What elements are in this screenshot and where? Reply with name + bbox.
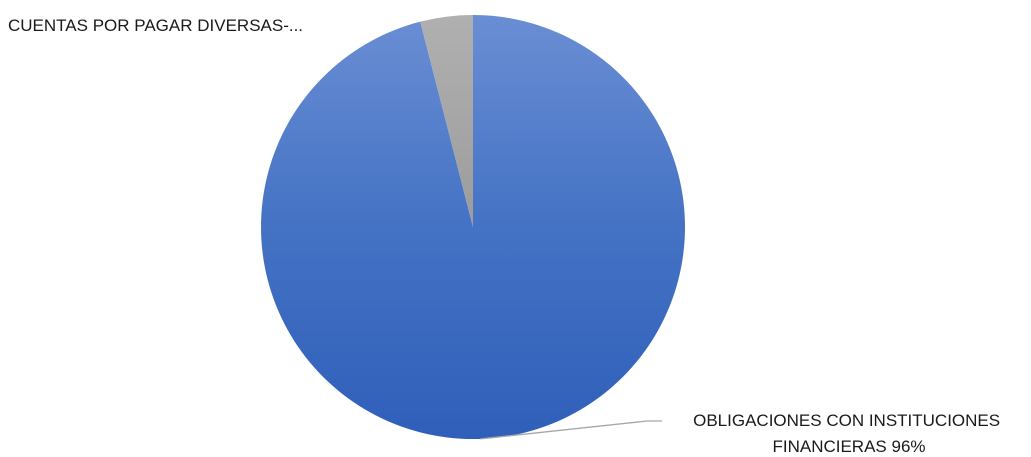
data-label-obligaciones-line-2: FINANCIERAS 96% bbox=[772, 437, 925, 456]
data-label-cuentas-por-pagar: CUENTAS POR PAGAR DIVERSAS-... bbox=[8, 16, 303, 35]
leader-line-obligaciones bbox=[480, 420, 662, 440]
data-label-obligaciones-line-1: OBLIGACIONES CON INSTITUCIONES bbox=[693, 411, 1000, 430]
data-label-obligaciones: OBLIGACIONES CON INSTITUCIONES FINANCIER… bbox=[693, 411, 1005, 456]
leader-lines bbox=[480, 420, 662, 440]
pie-slices bbox=[260, 15, 685, 439]
data-labels: CUENTAS POR PAGAR DIVERSAS-... OBLIGACIO… bbox=[8, 16, 1005, 456]
pie-slice-cuentas-por-pagar bbox=[420, 15, 473, 227]
